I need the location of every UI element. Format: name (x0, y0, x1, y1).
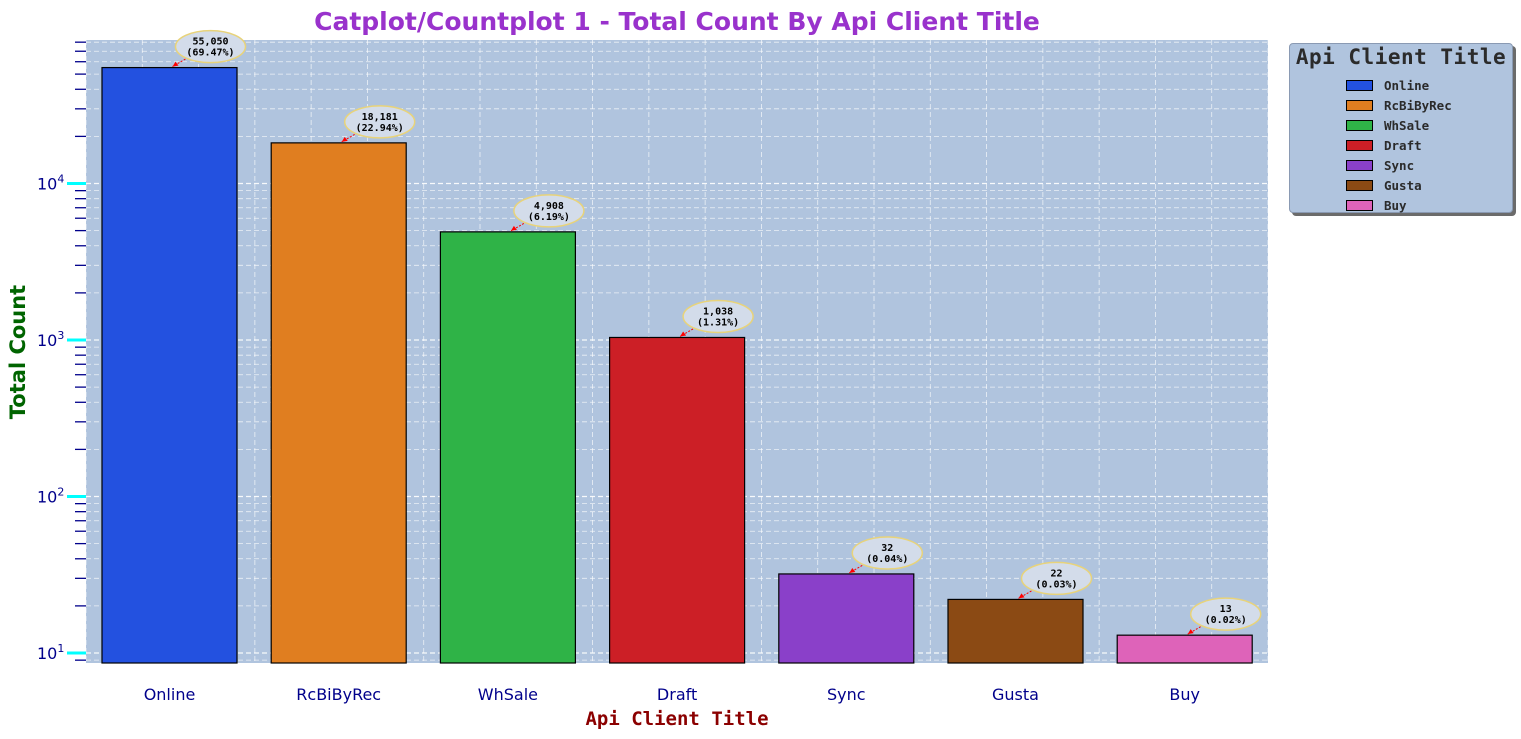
data-label-bubble (343, 105, 416, 139)
y-tick-label: 103 (37, 329, 64, 350)
x-tick-label: Gusta (992, 685, 1039, 704)
legend-item: Draft (1346, 135, 1452, 155)
data-label-arrowhead (1187, 629, 1194, 635)
data-label: 1,038 (703, 306, 733, 317)
data-label: 13 (1220, 604, 1232, 615)
x-tick-label: Buy (1169, 685, 1200, 704)
x-tick-label: WhSale (478, 685, 538, 704)
data-label: 22 (1050, 568, 1062, 579)
legend-swatch (1346, 99, 1373, 111)
data-label-arrowhead (172, 61, 179, 67)
legend-item: Sync (1346, 155, 1452, 175)
data-label-arrowhead (341, 136, 348, 142)
y-axis-title: Total Count (6, 285, 30, 419)
data-label-bubble (851, 536, 924, 570)
data-label-arrowhead (849, 567, 856, 573)
data-label: 32 (881, 543, 893, 554)
data-label: (6.19%) (528, 212, 570, 223)
data-label-arrowhead (510, 225, 517, 231)
legend-item: WhSale (1346, 115, 1452, 135)
legend-title: Api Client Title (1295, 45, 1507, 69)
data-label: (0.04%) (866, 554, 908, 565)
legend-label: Sync (1384, 157, 1415, 173)
data-label: (1.31%) (697, 317, 739, 328)
legend-item: Buy (1346, 195, 1452, 215)
x-tick-label: RcBiByRec (296, 685, 381, 704)
bar-gusta (947, 598, 1084, 664)
legend-swatch (1346, 179, 1373, 191)
legend-swatch (1346, 79, 1373, 91)
legend-label: Draft (1384, 137, 1422, 153)
bar-whsale (439, 231, 576, 664)
x-tick-label: Draft (657, 685, 697, 704)
data-label: (0.03%) (1035, 579, 1077, 590)
y-axis: 101 102 103 104 (37, 41, 86, 663)
x-axis-title: Api Client Title (585, 708, 768, 730)
legend-label: Buy (1384, 197, 1407, 213)
legend-swatch (1346, 199, 1373, 211)
y-tick-label: 101 (37, 642, 64, 663)
data-label-arrowhead (680, 331, 687, 337)
data-labels: 55,050(69.47%) 18,181(22.94%) 4,908(6.19%)… (172, 29, 1262, 635)
legend-swatch (1346, 119, 1373, 131)
legend-item: Gusta (1346, 175, 1452, 195)
data-label: 55,050 (192, 37, 228, 48)
data-label: (22.94%) (356, 123, 404, 134)
legend-items: Online RcBiByRec WhSale Draft Sync Gusta Buy (1346, 75, 1452, 215)
legend-label: Online (1384, 77, 1430, 93)
x-tick-label: Online (144, 685, 196, 704)
chart-title: Catplot/Countplot 1 - Total Count By Api… (314, 7, 1040, 36)
y-tick-label: 102 (37, 486, 64, 507)
legend-label: Gusta (1384, 177, 1422, 193)
data-label: 4,908 (534, 201, 564, 212)
legend-swatch (1346, 159, 1373, 171)
x-tick-label: Sync (827, 685, 866, 704)
legend-label: RcBiByRec (1384, 97, 1452, 113)
data-label: (0.02%) (1205, 615, 1247, 626)
data-label-bubble (174, 29, 247, 64)
bar-sync (778, 573, 915, 664)
data-label-bubble (682, 299, 754, 334)
bars (101, 66, 1253, 664)
data-label-arrowhead (1018, 593, 1025, 599)
y-tick-label: 104 (37, 173, 64, 194)
bar-buy (1116, 634, 1253, 664)
x-axis: Online RcBiByRec WhSale Draft Sync Gusta Buy (144, 685, 1200, 704)
legend-item: Online (1346, 75, 1452, 95)
bar-draft (608, 336, 746, 664)
data-label: 18,181 (362, 112, 398, 123)
data-label-bubble (1189, 597, 1262, 631)
data-label-bubble (1020, 561, 1093, 596)
legend-label: WhSale (1384, 117, 1430, 133)
data-label-bubble (513, 194, 585, 228)
bar-online (101, 66, 238, 664)
legend-swatch (1346, 139, 1373, 151)
legend-item: RcBiByRec (1346, 95, 1452, 115)
bar-rcbibyrec (270, 142, 407, 664)
data-label: (69.47%) (186, 48, 234, 59)
legend: Api Client Title Online RcBiByRec WhSale Dr… (1289, 43, 1513, 213)
